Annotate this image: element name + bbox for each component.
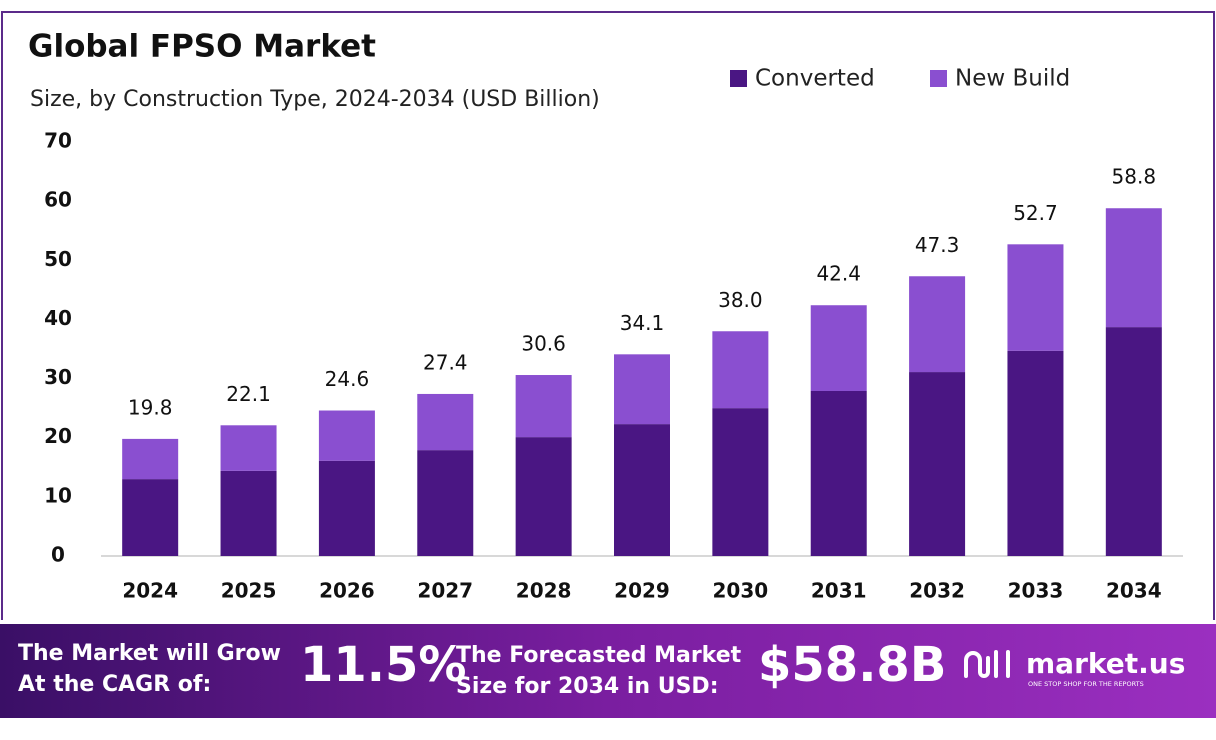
bar-segment	[1007, 244, 1064, 351]
total-label: 34.1	[620, 311, 665, 335]
y-tick-label: 30	[44, 365, 72, 389]
bar-segment	[614, 424, 670, 556]
brand: market.us	[1026, 647, 1185, 680]
legend-label: New Build	[955, 66, 1070, 92]
y-tick-label: 70	[44, 129, 72, 153]
forecast-value: $58.8B	[758, 637, 946, 693]
x-tick-label: 2026	[319, 579, 375, 603]
y-tick-label: 50	[44, 247, 72, 271]
tagline: ONE STOP SHOP FOR THE REPORTS	[1028, 680, 1144, 688]
cagr-value: 11.5%	[300, 637, 467, 693]
bar-segment	[712, 331, 769, 409]
total-label: 58.8	[1112, 165, 1157, 189]
bar-segment	[417, 393, 474, 451]
total-label: 22.1	[226, 382, 271, 406]
banner	[0, 624, 1216, 718]
bar-segment	[220, 425, 277, 471]
y-tick-label: 40	[44, 306, 72, 330]
total-label: 30.6	[521, 332, 566, 356]
legend-label: Converted	[755, 66, 875, 92]
bar-segment	[515, 437, 572, 556]
bar-segment	[1105, 208, 1162, 328]
x-tick-label: 2025	[221, 579, 277, 603]
legend-swatch	[930, 70, 947, 87]
bar-segment	[318, 460, 375, 556]
bar-segment	[122, 438, 179, 480]
bar-segment	[122, 479, 179, 556]
bar-segment	[810, 305, 867, 391]
forecast-text: Size for 2034 in USD:	[456, 674, 719, 699]
bar-segment	[220, 470, 277, 556]
x-tick-label: 2028	[516, 579, 572, 603]
total-label: 47.3	[915, 233, 960, 257]
bar-segment	[417, 450, 474, 556]
forecast-text: The Forecasted Market	[456, 643, 742, 668]
total-label: 24.6	[325, 367, 370, 391]
bar-segment	[909, 276, 966, 373]
x-tick-label: 2031	[811, 579, 867, 603]
cagr-text: The Market will Grow	[18, 641, 281, 666]
bar-segment	[712, 408, 769, 556]
y-tick-label: 60	[44, 188, 72, 212]
total-label: 27.4	[423, 350, 468, 374]
chart-subtitle: Size, by Construction Type, 2024-2034 (U…	[30, 87, 600, 112]
bar-segment	[909, 372, 966, 556]
cagr-text: At the CAGR of:	[18, 672, 211, 697]
y-tick-label: 10	[44, 483, 72, 507]
y-tick-label: 20	[44, 424, 72, 448]
chart-title: Global FPSO Market	[28, 29, 376, 65]
bar-segment	[810, 390, 867, 556]
x-tick-label: 2034	[1106, 579, 1162, 603]
x-tick-label: 2024	[122, 579, 178, 603]
x-tick-label: 2030	[713, 579, 769, 603]
frame	[1, 11, 1215, 620]
legend-swatch	[730, 70, 747, 87]
y-tick-label: 0	[51, 543, 65, 567]
bar-segment	[1105, 327, 1162, 556]
bar-segment	[515, 375, 572, 438]
total-label: 52.7	[1013, 201, 1058, 225]
x-tick-label: 2029	[614, 579, 670, 603]
bar-segment	[318, 410, 375, 461]
total-label: 42.4	[816, 262, 861, 286]
total-label: 38.0	[718, 288, 763, 312]
total-label: 19.8	[128, 395, 173, 419]
x-tick-label: 2027	[417, 579, 473, 603]
bar-segment	[1007, 350, 1064, 556]
logo-icon	[964, 650, 1010, 678]
x-tick-label: 2032	[909, 579, 965, 603]
bar-segment	[614, 354, 670, 425]
x-tick-label: 2033	[1008, 579, 1064, 603]
